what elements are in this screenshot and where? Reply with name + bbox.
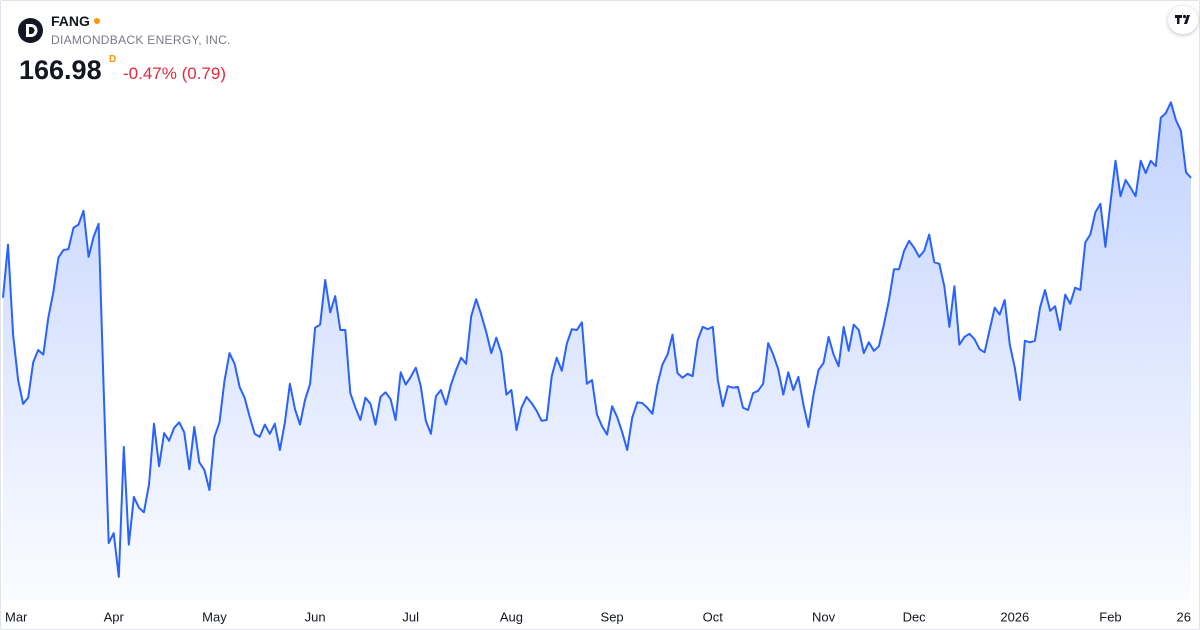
x-tick-label: Nov (812, 609, 836, 624)
price-change: -0.47% (0.79) (123, 64, 226, 83)
x-tick-label: Jul (402, 609, 419, 624)
x-tick-label: Apr (104, 609, 125, 624)
company-logo (18, 18, 43, 43)
x-tick-label: Oct (703, 609, 724, 624)
x-tick-label: Feb (1099, 609, 1121, 624)
x-tick-label: May (202, 609, 227, 624)
price-line (2, 101, 1192, 578)
logo-icon (26, 24, 38, 37)
tv-icon (1175, 14, 1190, 24)
x-tick-label: 26 (1177, 609, 1191, 624)
x-tick-label: 2026 (1000, 609, 1029, 624)
company-name: DIAMONDBACK ENERGY, INC. (51, 33, 231, 47)
symbol: FANG (51, 13, 100, 29)
x-tick-label: Jun (305, 609, 326, 624)
price: 166.98 (19, 55, 102, 85)
x-tick-label: Aug (500, 609, 523, 624)
symbol-text: FANG (51, 13, 90, 29)
x-tick-label: Dec (903, 609, 927, 624)
tradingview-logo[interactable] (1168, 6, 1198, 34)
price-marker: D (109, 54, 117, 65)
x-tick-label: Sep (601, 609, 624, 624)
x-tick-label: Mar (5, 609, 28, 624)
area-fill (3, 102, 1191, 601)
status-dot (93, 18, 100, 24)
